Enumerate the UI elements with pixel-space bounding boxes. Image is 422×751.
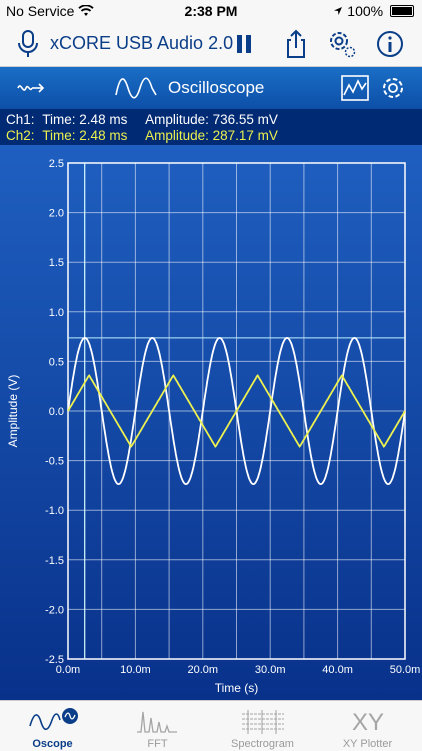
mode-toolbar: Oscilloscope [0, 67, 422, 109]
x-tick-label: 30.0m [255, 664, 286, 676]
microphone-icon[interactable] [12, 28, 44, 60]
y-tick-label: -2.0 [45, 604, 64, 616]
y-tick-label: 1.5 [49, 257, 64, 269]
spectrogram-icon [242, 710, 284, 734]
y-tick-label: 0.5 [49, 356, 64, 368]
plot-svg[interactable]: 2.5 2.0 1.5 1.0 0.5 0.0 -0.5 -1.0 -1.5 -2.0 -2.50.… [0, 145, 422, 700]
wifi-icon [78, 4, 94, 16]
svg-text:XY: XY [352, 709, 384, 736]
info-icon[interactable] [374, 28, 406, 60]
ch1-amplitude: Amplitude: 736.55 mV [145, 112, 278, 127]
y-tick-label: 1.0 [49, 307, 64, 319]
tab-oscope[interactable]: Oscope [0, 701, 105, 751]
carrier-label: No Service [6, 3, 94, 19]
x-axis-label: Time (s) [215, 681, 259, 695]
tab-spectrogram[interactable]: Spectrogram [210, 701, 315, 751]
ch2-readout: Ch2: Time: 2.48 ms Amplitude: 287.17 mV [6, 128, 278, 143]
location-icon [334, 7, 343, 15]
y-tick-label: -0.5 [45, 456, 64, 468]
y-tick-label: -1.0 [45, 505, 64, 517]
y-tick-label: -1.5 [45, 555, 64, 567]
tab-xy-plotter[interactable]: XY XY Plotter [315, 701, 420, 751]
tab-bar: Oscope FFT Spectrogram XY XY Plotter [0, 700, 422, 751]
x-tick-label: 50.0m [390, 664, 421, 676]
gear-icon[interactable] [378, 73, 408, 103]
cursor-readout: Ch1: Time: 2.48 ms Amplitude: 736.55 mV … [0, 109, 422, 145]
battery-icon [390, 5, 414, 17]
signal-input-icon[interactable] [16, 73, 46, 103]
status-right: 100% [333, 3, 414, 19]
xy-icon: XY [352, 709, 384, 736]
x-tick-label: 0.0m [56, 664, 80, 676]
ch1-time: Time: 2.48 ms [42, 112, 128, 127]
x-tick-label: 10.0m [120, 664, 151, 676]
ch2-waveform [67, 374, 406, 448]
status-bar: No Service 2:38 PM 100% [0, 0, 422, 22]
chart-mode-icon[interactable] [340, 73, 370, 103]
mode-label: Oscilloscope [168, 78, 265, 97]
sine-wave-icon [29, 708, 78, 731]
y-tick-label: 2.5 [49, 158, 64, 170]
x-tick-label: 20.0m [188, 664, 219, 676]
battery-percent: 100% [347, 3, 384, 19]
x-tick-label: 40.0m [322, 664, 353, 676]
y-tick-label: -2.5 [45, 654, 64, 666]
y-tick-label: 2.0 [49, 208, 64, 220]
clock: 2:38 PM [184, 3, 238, 19]
app-header: xCORE USB Audio 2.0 [0, 22, 422, 67]
y-tick-label: 0.0 [49, 406, 64, 418]
y-axis-label: Amplitude (V) [6, 375, 20, 448]
oscilloscope-plot[interactable]: 2.5 2.0 1.5 1.0 0.5 0.0 -0.5 -1.0 -1.5 -2.0 -2.5 0.… [0, 145, 422, 700]
ch2-time: Time: 2.48 ms [42, 128, 128, 143]
device-settings-icon[interactable] [326, 28, 358, 60]
device-title: xCORE USB Audio 2.0 [50, 33, 234, 53]
share-icon[interactable] [280, 28, 312, 60]
pause-icon[interactable] [228, 28, 260, 60]
ch1-readout: Ch1: Time: 2.48 ms Amplitude: 736.55 mV [6, 112, 278, 127]
ch2-amplitude: Amplitude: 287.17 mV [145, 128, 278, 143]
tab-fft[interactable]: FFT [105, 701, 210, 751]
fft-icon [137, 711, 177, 733]
sine-wave-icon [115, 77, 157, 99]
